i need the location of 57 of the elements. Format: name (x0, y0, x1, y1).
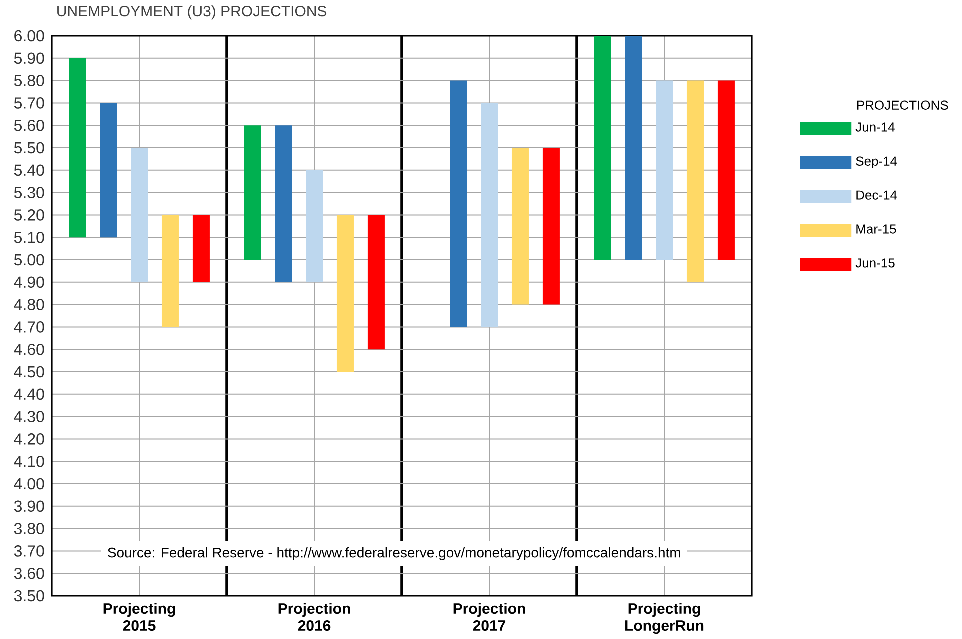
bar (306, 170, 324, 282)
bar (718, 80, 735, 260)
x-tick-label: Projecting 2015 (104, 603, 176, 632)
bar (450, 80, 468, 328)
legend-label: Jun-14 (856, 122, 895, 132)
bar (192, 215, 210, 282)
legend-title: PROJECTIONS (857, 100, 948, 110)
y-tick-label: 3.50 (14, 590, 44, 602)
y-tick-label: 5.80 (14, 75, 44, 86)
chart-title: UNEMPLOYMENT (U3) PROJECTIONS (58, 6, 327, 20)
y-tick-label: 5.70 (14, 98, 44, 109)
y-tick-label: 4.10 (14, 456, 44, 468)
x-tick-label: Projection 2017 (454, 603, 526, 632)
bar (100, 103, 118, 238)
y-tick-label: 5.00 (14, 254, 44, 266)
y-tick-label: 5.30 (14, 187, 44, 198)
y-tick-label: 5.10 (14, 232, 44, 244)
y-tick-label: 4.00 (14, 478, 44, 490)
y-tick-label: 4.20 (14, 434, 44, 445)
y-tick-label: 4.80 (14, 299, 44, 310)
y-tick-label: 3.80 (14, 523, 44, 534)
bar (336, 215, 354, 372)
bar (512, 148, 529, 305)
bar (656, 80, 674, 260)
bar (69, 58, 86, 238)
y-tick-label: 5.40 (14, 164, 44, 176)
bar (481, 103, 498, 328)
legend-label: Jun-15 (856, 258, 895, 268)
y-tick-label: 4.60 (14, 344, 44, 356)
y-tick-label: 4.30 (14, 411, 44, 422)
x-tick-label: Projection 2016 (278, 603, 350, 632)
legend-label: Dec-14 (856, 190, 898, 200)
legend-label: Mar-15 (856, 224, 896, 234)
y-tick-label: 5.50 (14, 142, 44, 154)
y-tick-label: 4.90 (14, 276, 44, 288)
x-tick-label: Projecting LongerRun (626, 603, 704, 634)
y-tick-label: 5.20 (14, 210, 44, 221)
bar (368, 215, 385, 350)
y-tick-label: 5.90 (14, 52, 44, 64)
y-tick-label: 6.00 (14, 30, 44, 42)
bar (625, 36, 642, 260)
legend-label: Sep-14 (856, 156, 898, 169)
bar (131, 148, 148, 282)
y-tick-label: 4.70 (14, 322, 44, 333)
y-tick-label: 4.40 (14, 388, 44, 400)
y-tick-label: 4.50 (14, 366, 44, 378)
bar (275, 126, 292, 282)
y-tick-label: 3.90 (14, 500, 44, 512)
y-tick-label: 3.60 (14, 568, 44, 580)
bar (162, 215, 179, 328)
bar (686, 80, 704, 282)
y-tick-label: 5.60 (14, 120, 44, 132)
y-tick-label: 3.70 (14, 546, 44, 557)
bar (542, 148, 560, 305)
bar (244, 126, 262, 260)
bar (594, 36, 612, 260)
annotation: Source: Federal Reserve - http://www.federalreserve.gov/monetarypolicy/fomccalendars.htm (108, 547, 680, 561)
